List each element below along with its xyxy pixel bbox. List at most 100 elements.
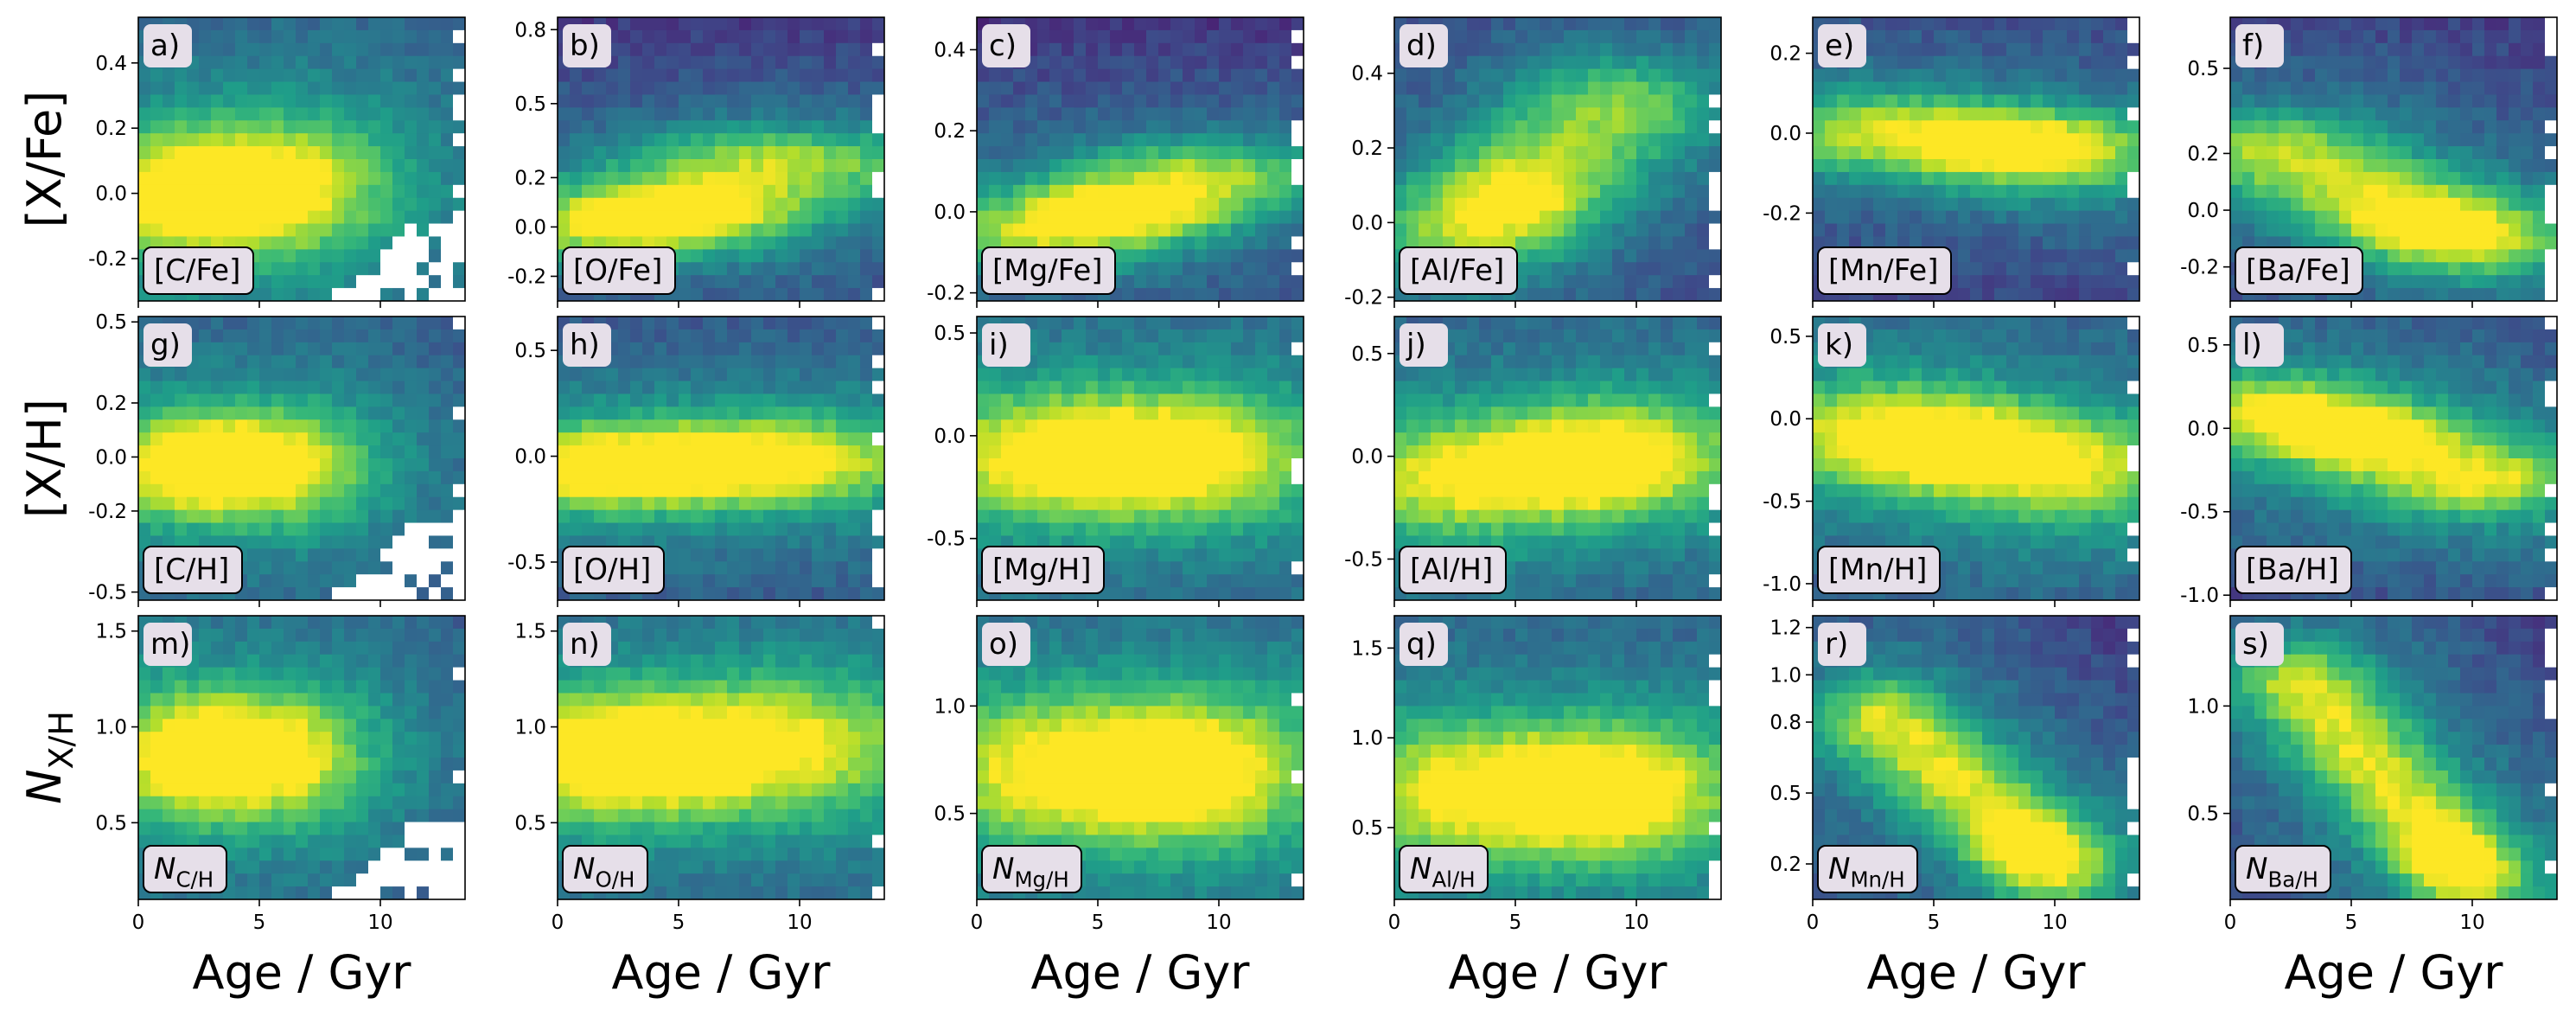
heatmap-cell	[1001, 107, 1014, 121]
heatmap-cell	[836, 587, 849, 600]
heatmap-cell	[977, 432, 990, 446]
heatmap-cell	[380, 470, 393, 485]
heatmap-cell	[344, 483, 357, 498]
heatmap-cell	[860, 236, 873, 250]
heatmap-cell	[332, 171, 345, 186]
heatmap-cell	[2031, 29, 2044, 44]
heatmap-cell	[824, 342, 837, 356]
heatmap-cell	[1406, 94, 1419, 108]
heatmap-cell	[715, 42, 728, 57]
heatmap-cell	[223, 317, 236, 330]
heatmap-cell	[405, 210, 418, 225]
heatmap-cell	[271, 393, 284, 407]
heatmap-cell	[453, 496, 465, 511]
heatmap-cell	[654, 146, 667, 160]
heatmap-cell	[775, 587, 788, 600]
heatmap-cell	[1431, 133, 1444, 147]
heatmap-cell	[848, 445, 861, 459]
heatmap-cell	[380, 381, 393, 395]
heatmap-cell	[1110, 120, 1123, 134]
panel-letter-box: c)	[982, 24, 1030, 67]
heatmap-cell	[606, 159, 619, 173]
heatmap-cell	[405, 458, 418, 472]
heatmap-cell	[2472, 223, 2485, 238]
heatmap-cell	[618, 94, 631, 108]
heatmap-cell	[1183, 42, 1196, 57]
heatmap-cell	[271, 458, 284, 472]
heatmap-cell	[332, 197, 345, 212]
heatmap-cell	[666, 107, 679, 121]
heatmap-cell	[1243, 120, 1256, 134]
heatmap-cell	[1982, 197, 1995, 212]
y-tick-label: -0.2	[88, 248, 127, 271]
heatmap-cell	[860, 535, 873, 549]
heatmap-cell	[630, 184, 643, 199]
heatmap-cell	[691, 432, 704, 446]
heatmap-cell	[271, 574, 284, 588]
heatmap-cell	[392, 236, 405, 250]
heatmap-cell	[872, 42, 884, 57]
heatmap-cell	[836, 262, 849, 276]
heatmap-cell	[1195, 42, 1208, 57]
heatmap-cell	[1183, 107, 1196, 121]
heatmap-cell	[2115, 81, 2128, 96]
heatmap-cell	[1648, 146, 1661, 160]
heatmap-cell	[679, 509, 692, 524]
heatmap-cell	[2484, 146, 2497, 160]
heatmap-cell	[630, 342, 643, 356]
heatmap-cell	[2496, 223, 2509, 238]
heatmap-cell	[2363, 146, 2376, 160]
heatmap-cell	[1013, 458, 1026, 472]
heatmap-cell	[679, 432, 692, 446]
heatmap-cell	[763, 210, 776, 225]
heatmap-cell	[630, 94, 643, 108]
heatmap-cell	[259, 548, 272, 562]
heatmap-cell	[691, 342, 704, 356]
heatmap-cell	[150, 509, 163, 524]
heatmap-cell	[441, 548, 454, 562]
heatmap-cell	[618, 146, 631, 160]
heatmap-cell	[812, 483, 825, 498]
heatmap-cell	[787, 68, 800, 83]
heatmap-cell	[1219, 275, 1232, 289]
heatmap-cell	[1013, 94, 1026, 108]
heatmap-cell	[666, 55, 679, 70]
heatmap-cell	[163, 470, 175, 485]
heatmap-cell	[1001, 197, 1014, 212]
heatmap-cell	[1552, 159, 1565, 173]
heatmap-cell	[1394, 159, 1407, 173]
heatmap-cell	[1062, 107, 1074, 121]
heatmap-cell	[800, 317, 813, 330]
heatmap-cell	[1479, 55, 1492, 70]
heatmap-cell	[727, 329, 740, 343]
heatmap-cell	[654, 368, 667, 382]
heatmap-cell	[836, 432, 849, 446]
heatmap-cell	[1648, 159, 1661, 173]
heatmap-cell	[824, 159, 837, 173]
heatmap-cell	[2055, 55, 2068, 70]
heatmap-cell	[187, 107, 200, 121]
heatmap-cell	[284, 197, 296, 212]
heatmap-cell	[642, 120, 655, 134]
heatmap-cell	[715, 574, 728, 588]
heatmap-cell	[2363, 29, 2376, 44]
heatmap-cell	[812, 561, 825, 575]
heatmap-cell	[1431, 120, 1444, 134]
heatmap-cell	[405, 445, 418, 459]
heatmap-cell	[2388, 146, 2401, 160]
heatmap-cell	[368, 249, 381, 263]
heatmap-cell	[1994, 171, 2007, 186]
heatmap-cell	[739, 458, 752, 472]
heatmap-cell	[751, 445, 764, 459]
heatmap-cell	[1661, 184, 1674, 199]
heatmap-cell	[836, 288, 849, 301]
heatmap-cell	[763, 107, 776, 121]
heatmap-cell	[872, 445, 884, 459]
heatmap-cell	[2006, 81, 2019, 96]
heatmap-cell	[558, 483, 571, 498]
heatmap-cell	[2267, 146, 2280, 160]
heatmap-cell	[1479, 94, 1492, 108]
heatmap-cell	[2424, 55, 2437, 70]
heatmap-cell	[1825, 184, 1838, 199]
heatmap-cell	[2363, 197, 2376, 212]
